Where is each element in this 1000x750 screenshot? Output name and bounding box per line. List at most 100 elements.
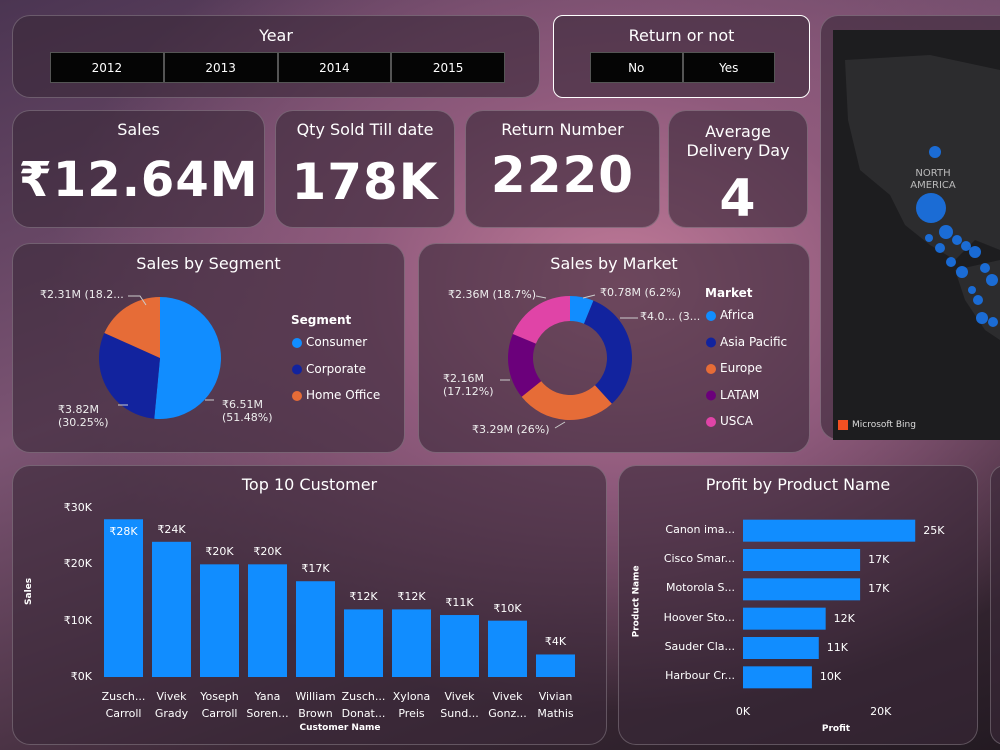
slice <box>508 333 542 397</box>
y-tick-label: Motorola S... <box>665 581 735 595</box>
kpi-title: Sales <box>117 120 160 139</box>
kpi-value: 178K <box>291 153 439 211</box>
kpi-title: Average Delivery Day <box>686 122 790 161</box>
map-point <box>929 146 941 158</box>
legend-label: LATAM <box>720 387 760 402</box>
slice <box>98 332 160 419</box>
bar <box>536 654 575 677</box>
map-point <box>946 257 956 267</box>
x-tick-label: Zusch... Donat... <box>341 690 386 720</box>
slicer-title: Year <box>259 26 293 45</box>
x-axis-label: Customer Name <box>299 723 381 733</box>
legend-marker <box>292 391 302 401</box>
legend-marker <box>706 311 716 321</box>
slicer-option[interactable]: No <box>590 52 683 83</box>
slicer-option[interactable]: 2013 <box>163 52 278 83</box>
bar <box>296 581 335 677</box>
land <box>845 55 1000 260</box>
y-tick-label: Cisco Smar... <box>663 552 735 565</box>
data-label: 25K <box>923 523 945 537</box>
map-point <box>986 274 998 286</box>
x-tick-label: Yana Soren... <box>246 690 289 720</box>
leader-line <box>554 421 566 429</box>
slicer-option[interactable]: 2015 <box>391 52 505 83</box>
map-point <box>968 286 976 294</box>
y-tick-label: ₹10K <box>63 613 92 627</box>
slice <box>512 296 570 344</box>
data-label: ₹4.0... (3... <box>640 310 701 323</box>
data-label: ₹12K <box>397 590 426 604</box>
y-tick-label: Harbour Cr... <box>665 669 735 683</box>
leader-line <box>582 294 596 299</box>
map-point <box>916 193 946 223</box>
slice <box>583 300 632 404</box>
legend-marker <box>706 417 716 427</box>
leader-line <box>535 295 547 299</box>
data-label: ₹6.51M (51.48%) <box>222 398 273 425</box>
bar <box>743 549 861 571</box>
data-label: ₹2.36M (18.7%) <box>448 288 537 301</box>
bar <box>104 519 143 677</box>
bar <box>743 519 916 542</box>
x-tick-label: Yoseph Carroll <box>200 690 239 720</box>
map-point <box>980 263 990 273</box>
data-label: 10K <box>819 670 842 684</box>
x-tick-label: Vivek Gonz... <box>488 690 527 720</box>
legend-label: USCA <box>720 414 753 428</box>
legend-title: Segment <box>291 313 352 327</box>
map-point <box>956 266 968 278</box>
kpi-value: ₹12.64M <box>18 152 259 208</box>
data-label: ₹28K <box>109 525 138 539</box>
kpi-title: Qty Sold Till date <box>296 120 434 139</box>
y-tick-label: Canon ima... <box>665 522 735 536</box>
map-point <box>939 225 953 239</box>
data-label: ₹0.78M (6.2%) <box>600 286 682 299</box>
map-attribution: Microsoft Bing <box>852 420 916 430</box>
map-point <box>925 234 933 242</box>
y-tick-label: ₹20K <box>63 557 92 571</box>
bar <box>200 564 239 677</box>
legend-marker <box>706 337 716 348</box>
slicer-option[interactable]: 2014 <box>277 52 392 83</box>
x-axis-label: Profit <box>821 724 851 734</box>
slicer-option[interactable]: Yes <box>682 52 775 83</box>
bing-logo <box>838 420 848 430</box>
legend-title: Market <box>705 286 753 300</box>
legend-marker <box>292 364 302 375</box>
map-point <box>988 317 998 327</box>
data-label: 11K <box>826 641 848 654</box>
map-point <box>935 243 945 253</box>
y-axis-label: Product Name <box>631 565 642 638</box>
x-tick-label: 20K <box>870 705 892 718</box>
leader-line <box>128 295 147 306</box>
card <box>275 110 455 228</box>
y-tick-label: Sauder Cla... <box>664 640 735 653</box>
chart-title: Profit by Product Name <box>705 475 891 494</box>
kpi-value: 2220 <box>490 146 635 204</box>
chart-title: Sales by Segment <box>136 254 281 273</box>
y-tick-label: ₹0K <box>70 670 92 683</box>
legend-marker <box>706 390 716 401</box>
data-label: ₹4K <box>544 635 567 649</box>
data-label: ₹2.16M (17.12%) <box>443 372 494 399</box>
y-tick-label: Hoover Sto... <box>663 610 735 624</box>
data-label: ₹12K <box>349 590 378 604</box>
data-label: 17K <box>868 553 890 566</box>
legend-label: Africa <box>720 308 755 322</box>
kpi-title: Return Number <box>501 120 624 139</box>
card <box>668 110 808 228</box>
x-tick-label: 0K <box>735 705 751 718</box>
data-label: ₹11K <box>445 596 474 610</box>
legend-marker <box>292 338 302 348</box>
slicer-title: Return or not <box>628 26 735 45</box>
data-label: ₹20K <box>205 545 234 559</box>
x-tick-label: Vivian Mathis <box>537 690 574 720</box>
bar <box>743 578 861 601</box>
slicer-option[interactable]: 2012 <box>50 52 164 83</box>
bar <box>743 607 826 630</box>
y-tick-label: ₹30K <box>63 501 92 514</box>
x-tick-label: Vivek Sund... <box>440 690 479 720</box>
slice <box>521 381 612 421</box>
